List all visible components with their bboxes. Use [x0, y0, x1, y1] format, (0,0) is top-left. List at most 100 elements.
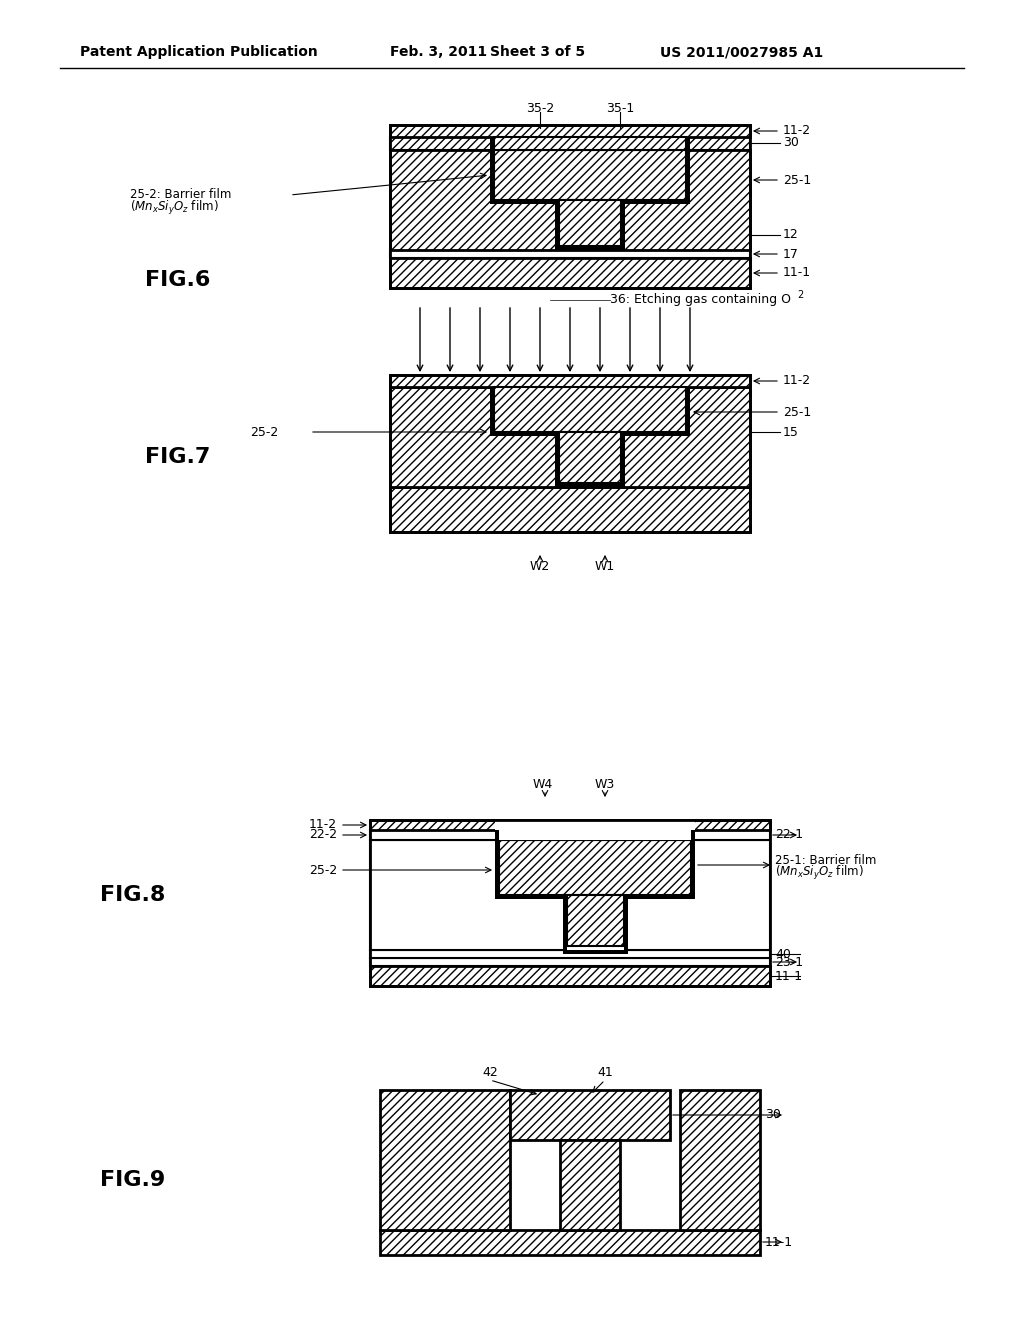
- Bar: [495, 895, 567, 899]
- Text: 30: 30: [783, 136, 799, 149]
- Bar: [563, 895, 567, 950]
- Text: Patent Application Publication: Patent Application Publication: [80, 45, 317, 59]
- Text: 35-2: 35-2: [526, 102, 554, 115]
- Bar: [563, 895, 628, 950]
- Text: Sheet 3 of 5: Sheet 3 of 5: [490, 45, 585, 59]
- Bar: [563, 950, 628, 954]
- Bar: [390, 375, 750, 532]
- Text: 30: 30: [765, 1109, 781, 1122]
- Bar: [555, 432, 559, 487]
- Bar: [490, 137, 494, 150]
- Bar: [390, 487, 750, 532]
- Text: 11-2: 11-2: [783, 375, 811, 388]
- Bar: [555, 432, 625, 487]
- Bar: [370, 830, 770, 840]
- Text: W2: W2: [529, 561, 550, 573]
- Bar: [370, 958, 770, 966]
- Bar: [495, 840, 695, 895]
- Bar: [390, 150, 750, 249]
- Bar: [380, 1230, 760, 1255]
- Bar: [680, 1090, 760, 1230]
- Text: W4: W4: [532, 779, 553, 792]
- Text: FIG.7: FIG.7: [145, 447, 210, 467]
- Bar: [495, 830, 695, 840]
- Bar: [686, 387, 690, 436]
- Bar: [559, 432, 621, 483]
- Bar: [390, 137, 750, 150]
- Bar: [499, 840, 691, 895]
- Bar: [567, 895, 624, 946]
- Text: 22-1: 22-1: [775, 829, 803, 842]
- Bar: [370, 820, 770, 830]
- Bar: [494, 387, 686, 432]
- Text: 11-2: 11-2: [783, 124, 811, 137]
- Text: 42: 42: [482, 1065, 498, 1078]
- Bar: [494, 150, 686, 201]
- Text: 36: Etching gas containing O: 36: Etching gas containing O: [610, 293, 791, 306]
- Text: 22-2: 22-2: [309, 829, 337, 842]
- Bar: [495, 840, 499, 899]
- Text: 25-2: 25-2: [250, 425, 279, 438]
- Bar: [490, 150, 690, 201]
- Bar: [691, 840, 695, 899]
- Text: 2: 2: [797, 290, 803, 300]
- Text: 25-1: 25-1: [783, 405, 811, 418]
- Bar: [621, 201, 625, 249]
- Text: $(Mn_xSi_yO_z$ film): $(Mn_xSi_yO_z$ film): [775, 865, 863, 882]
- Bar: [490, 150, 494, 205]
- Bar: [490, 387, 690, 432]
- Text: W1: W1: [595, 561, 615, 573]
- Text: 11-1: 11-1: [775, 969, 803, 982]
- Bar: [390, 375, 750, 387]
- Text: 25-1: Barrier film: 25-1: Barrier film: [775, 854, 877, 866]
- Bar: [624, 895, 695, 899]
- Text: 25-2: Barrier film: 25-2: Barrier film: [130, 189, 231, 202]
- Bar: [621, 432, 625, 487]
- Bar: [686, 150, 690, 205]
- Bar: [686, 137, 690, 150]
- Text: 41: 41: [597, 1065, 613, 1078]
- Bar: [495, 820, 695, 830]
- Bar: [390, 387, 750, 487]
- Bar: [691, 830, 695, 840]
- Bar: [390, 125, 750, 137]
- Text: FIG.9: FIG.9: [100, 1170, 165, 1191]
- Bar: [390, 257, 750, 288]
- Bar: [494, 137, 686, 150]
- Bar: [390, 125, 750, 288]
- Text: 23-1: 23-1: [775, 956, 803, 969]
- Text: 11-2: 11-2: [309, 818, 337, 832]
- Bar: [490, 432, 559, 436]
- Text: 15: 15: [783, 425, 799, 438]
- Bar: [555, 201, 625, 249]
- Bar: [495, 830, 499, 840]
- Text: $(Mn_xSi_yO_z$ film): $(Mn_xSi_yO_z$ film): [130, 199, 219, 216]
- Text: 17: 17: [783, 248, 799, 260]
- Bar: [624, 895, 628, 950]
- Text: 35-1: 35-1: [606, 102, 634, 115]
- Bar: [370, 966, 770, 986]
- Text: FIG.6: FIG.6: [145, 271, 210, 290]
- Bar: [560, 1140, 620, 1230]
- Bar: [370, 950, 770, 958]
- Bar: [370, 840, 770, 950]
- Text: 40: 40: [775, 948, 791, 961]
- Text: Feb. 3, 2011: Feb. 3, 2011: [390, 45, 487, 59]
- Bar: [510, 1090, 670, 1140]
- Bar: [555, 246, 625, 249]
- Bar: [490, 201, 559, 205]
- Bar: [559, 201, 621, 246]
- Text: US 2011/0027985 A1: US 2011/0027985 A1: [660, 45, 823, 59]
- Text: 25-1: 25-1: [783, 173, 811, 186]
- Bar: [555, 483, 625, 487]
- Bar: [621, 201, 690, 205]
- Bar: [621, 432, 690, 436]
- Bar: [555, 201, 559, 249]
- Bar: [370, 820, 770, 986]
- Text: 25-2: 25-2: [309, 863, 337, 876]
- Bar: [380, 1090, 510, 1230]
- Bar: [490, 137, 690, 150]
- Text: 11-1: 11-1: [783, 267, 811, 280]
- Bar: [390, 249, 750, 257]
- Text: 11-1: 11-1: [765, 1236, 794, 1249]
